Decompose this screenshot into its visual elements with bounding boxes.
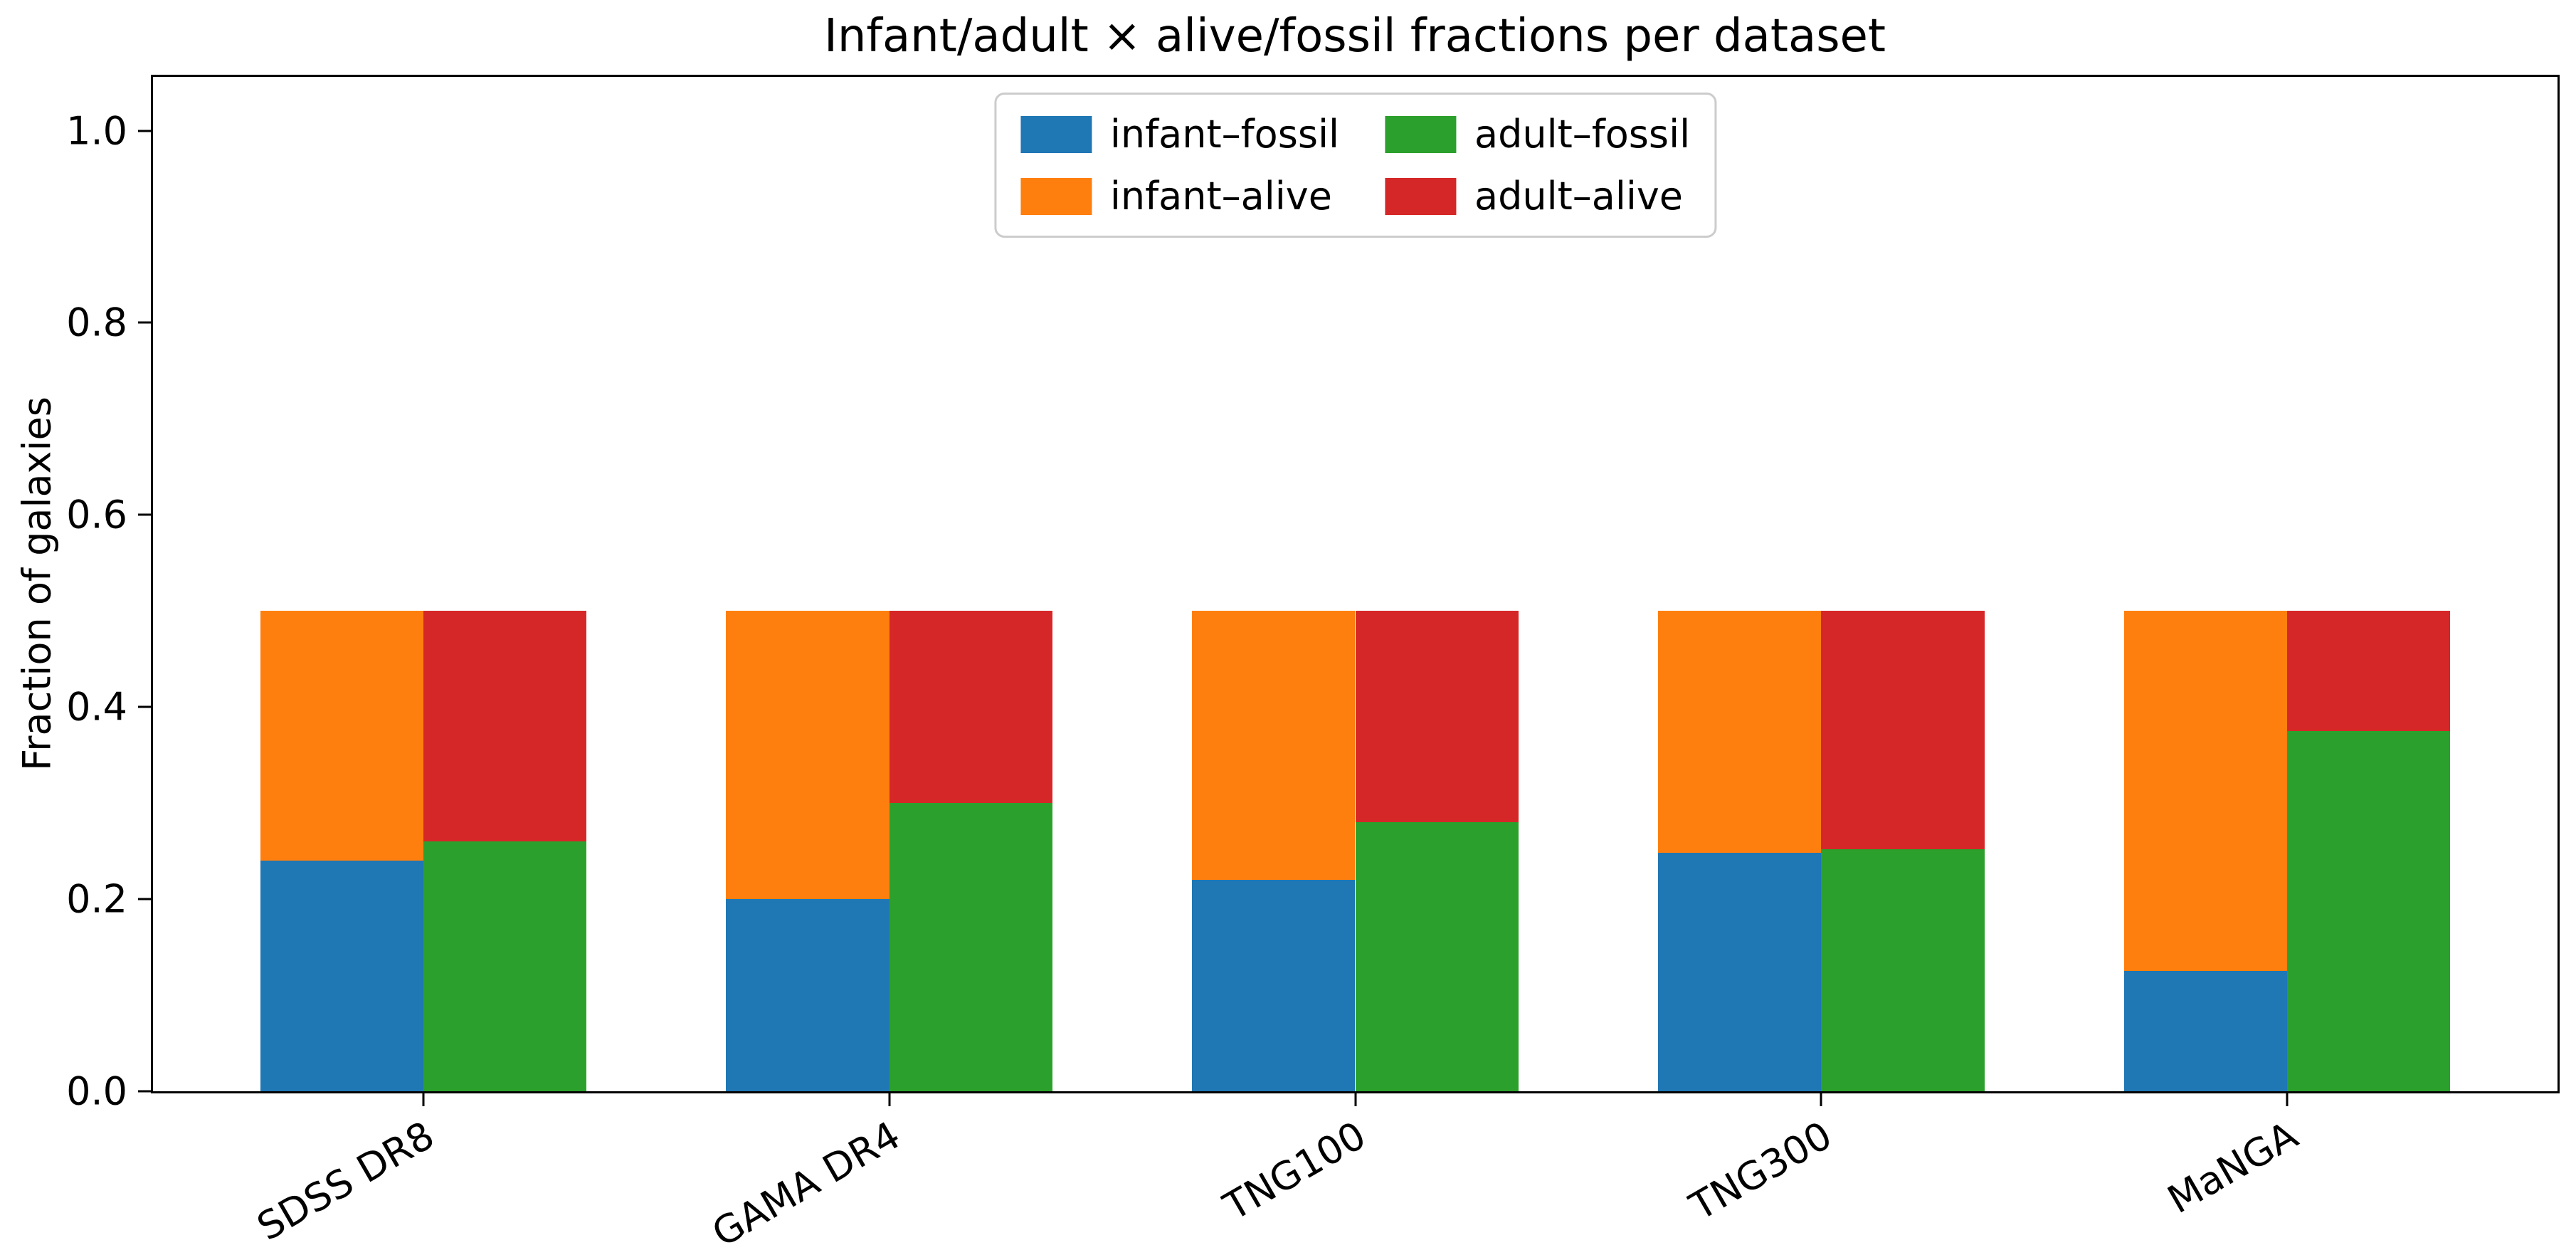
legend-label: infant–fossil bbox=[1109, 112, 1339, 157]
x-tick bbox=[2286, 1093, 2289, 1106]
bar-segment-adult-top bbox=[889, 611, 1052, 804]
legend-item: adult–fossil bbox=[1384, 112, 1691, 157]
y-tick-label: 0.2 bbox=[66, 876, 127, 922]
x-tick-label: TNG300 bbox=[1682, 1113, 1839, 1229]
y-tick bbox=[138, 130, 151, 132]
legend-item: adult–alive bbox=[1384, 174, 1690, 219]
y-tick bbox=[138, 321, 151, 324]
x-tick bbox=[888, 1093, 891, 1106]
x-tick bbox=[1820, 1093, 1822, 1106]
y-axis-label: Fraction of galaxies bbox=[14, 396, 60, 771]
y-tick bbox=[138, 513, 151, 516]
legend-swatch-infant-fossil bbox=[1020, 115, 1092, 153]
chart-title: Infant/adult × alive/fossil fractions pe… bbox=[823, 10, 1886, 63]
x-tick bbox=[1354, 1093, 1356, 1106]
bar-segment-infant-bottom bbox=[1192, 880, 1356, 1091]
bar-segment-adult-bottom bbox=[1821, 849, 1985, 1091]
bar-segment-infant-top bbox=[260, 611, 423, 861]
bar-segment-infant-top bbox=[1658, 611, 1822, 854]
plot-area: 0.0 0.2 0.4 0.6 0.8 1.0 SDSS DR8 GAMA DR4 TNG100… bbox=[66, 75, 2560, 1250]
x-tick-label: SDSS DR8 bbox=[249, 1113, 442, 1250]
bar-segment-adult-bottom bbox=[2287, 730, 2451, 1091]
bar-segment-adult-bottom bbox=[423, 841, 586, 1091]
bar-segment-adult-bottom bbox=[889, 803, 1052, 1091]
legend-swatch-adult-fossil bbox=[1384, 115, 1456, 153]
bar-segment-adult-bottom bbox=[1355, 822, 1519, 1091]
x-tick-label: TNG100 bbox=[1216, 1113, 1373, 1229]
y-tick-label: 0.4 bbox=[66, 684, 127, 730]
legend: infant–fossil infant–alive adult–fossil adu… bbox=[993, 93, 1717, 238]
y-tick bbox=[138, 705, 151, 708]
bar-segment-infant-bottom bbox=[726, 899, 890, 1091]
x-tick-label: GAMA DR4 bbox=[704, 1113, 908, 1250]
legend-swatch-adult-alive bbox=[1384, 177, 1456, 215]
y-tick-label: 1.0 bbox=[66, 108, 127, 154]
y-tick bbox=[138, 898, 151, 900]
legend-swatch-infant-alive bbox=[1020, 177, 1092, 215]
y-tick-label: 0.6 bbox=[66, 492, 127, 537]
x-tick bbox=[422, 1093, 425, 1106]
y-tick bbox=[138, 1090, 151, 1093]
legend-item: infant–fossil bbox=[1020, 112, 1339, 157]
legend-item: infant–alive bbox=[1020, 174, 1339, 219]
y-tick-label: 0.0 bbox=[66, 1068, 127, 1114]
bar-segment-infant-bottom bbox=[260, 861, 423, 1091]
bar-segment-infant-bottom bbox=[1658, 853, 1822, 1091]
legend-label: adult–alive bbox=[1474, 174, 1684, 219]
bar-segment-infant-top bbox=[1192, 611, 1356, 881]
bar-segment-adult-top bbox=[1821, 611, 1985, 849]
bar-segment-infant-bottom bbox=[2123, 971, 2288, 1091]
y-tick-label: 0.8 bbox=[66, 300, 127, 345]
bar-segment-infant-top bbox=[726, 611, 890, 900]
x-tick-label: MaNGA bbox=[2160, 1113, 2306, 1222]
bar-segment-adult-top bbox=[2287, 611, 2451, 731]
bar-segment-adult-top bbox=[1355, 611, 1519, 823]
bar-segment-infant-top bbox=[2123, 611, 2288, 972]
legend-label: infant–alive bbox=[1109, 174, 1332, 219]
bar-segment-adult-top bbox=[423, 611, 586, 842]
legend-label: adult–fossil bbox=[1474, 112, 1691, 157]
